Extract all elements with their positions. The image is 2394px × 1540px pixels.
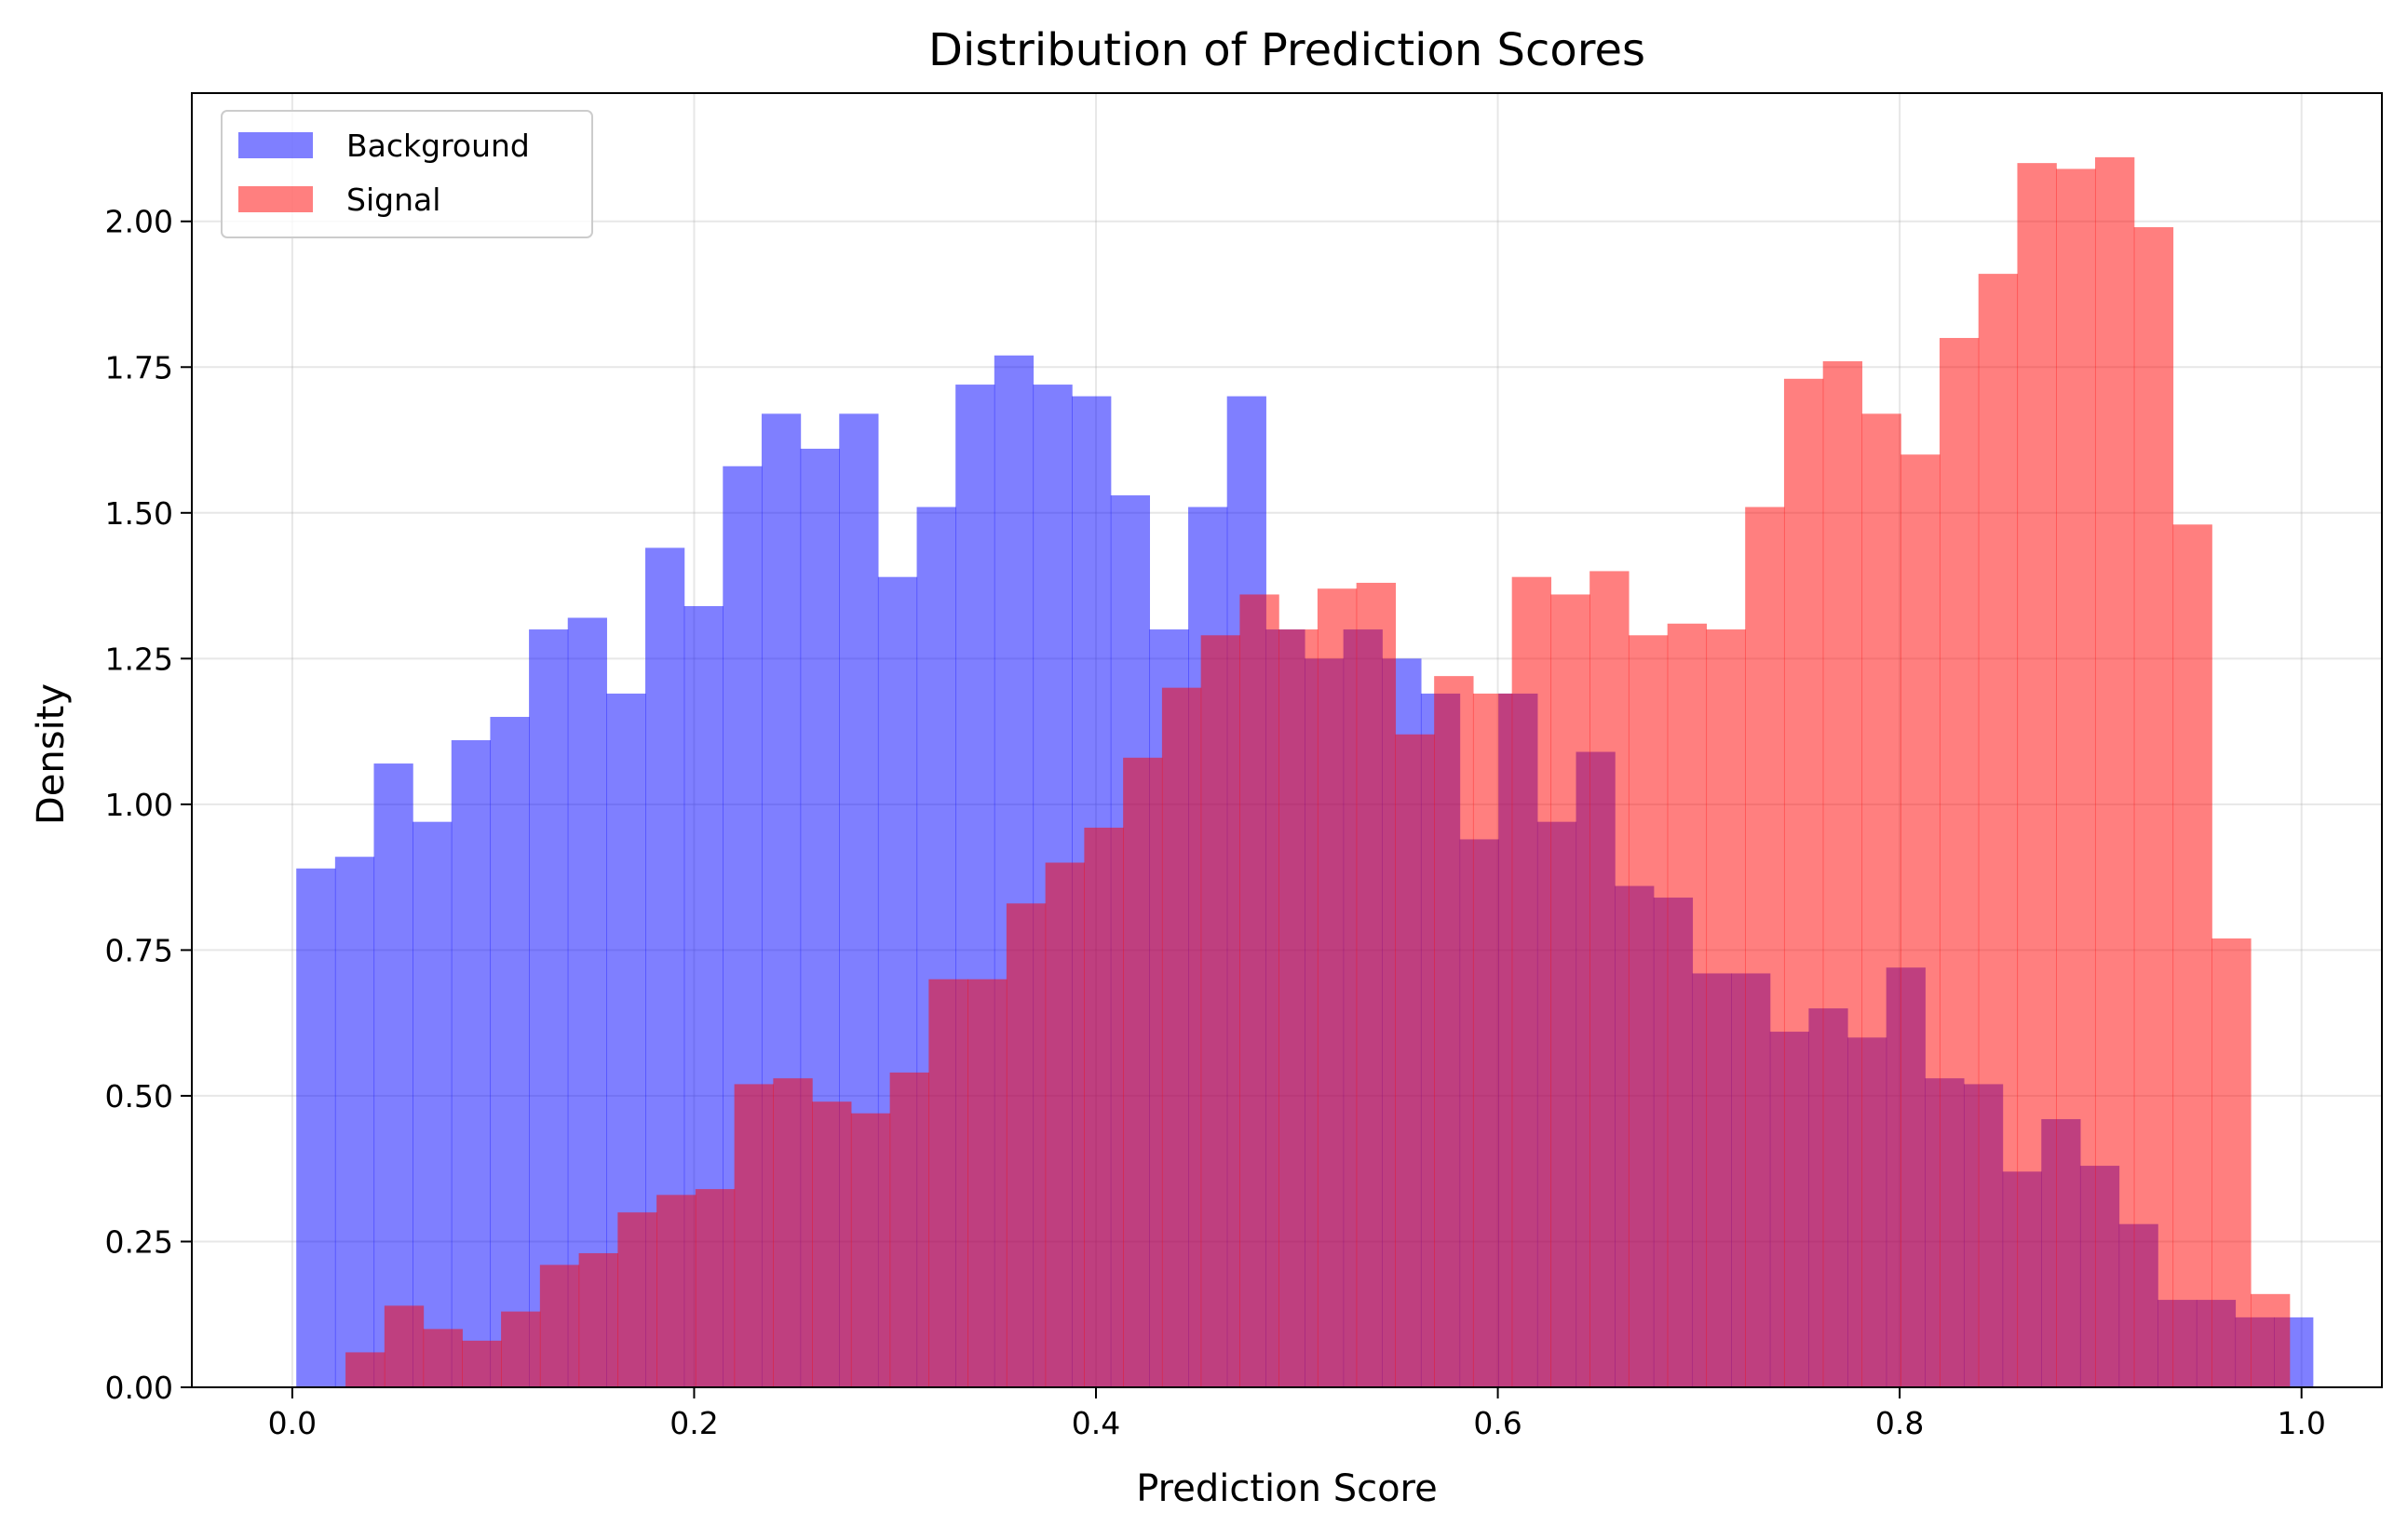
signal-bar-30 [1511,576,1552,1387]
y-tick-label-5: 1.25 [105,641,173,677]
legend-frame [221,110,593,238]
signal-bar-17 [1006,903,1047,1387]
x-tick-label-5: 1.0 [2277,1405,2325,1441]
signal-bar-35 [1706,629,1746,1387]
signal-bar-16 [967,979,1008,1387]
signal-bar-7 [617,1212,657,1387]
y-tick-label-6: 1.50 [105,495,173,532]
signal-bar-39 [1861,413,1901,1387]
y-tick-label-1: 0.25 [105,1223,173,1260]
signal-bar-3 [462,1340,502,1387]
signal-bar-20 [1123,757,1163,1387]
signal-bar-8 [656,1195,697,1387]
background-bar-5 [490,716,530,1387]
signal-bar-0 [345,1352,385,1387]
signal-bar-42 [1978,274,2019,1387]
signal-bar-10 [734,1084,774,1387]
y-tick-label-2: 0.50 [105,1078,173,1114]
background-bar-1 [334,857,375,1387]
signal-bar-33 [1628,635,1669,1387]
histogram-bars [296,156,2314,1388]
x-tick-label-2: 0.4 [1072,1405,1120,1441]
signal-bar-48 [2211,938,2252,1387]
signal-bar-6 [578,1252,618,1387]
signal-bar-29 [1472,693,1513,1387]
y-axis-ticks: 0.00 0.25 0.50 0.75 1.00 1.25 1.50 1.75 2.00 [105,204,192,1406]
signal-bar-13 [850,1113,891,1387]
signal-bar-15 [928,979,968,1387]
signal-bar-36 [1745,507,1785,1387]
signal-bar-12 [812,1101,852,1387]
signal-bar-46 [2133,227,2174,1387]
background-bar-2 [373,763,413,1387]
signal-bar-24 [1278,629,1319,1387]
signal-bar-44 [2056,169,2096,1388]
background-bar-4 [451,740,492,1387]
legend: Background Signal [221,110,593,238]
signal-bar-23 [1239,594,1279,1387]
signal-bar-38 [1822,361,1863,1387]
background-bar-3 [413,821,453,1387]
signal-bar-11 [773,1078,813,1387]
signal-bar-26 [1356,582,1397,1387]
signal-bar-1 [384,1305,425,1387]
y-tick-label-4: 1.00 [105,787,173,823]
series-signal [345,156,2291,1388]
background-bar-6 [529,629,569,1387]
legend-label-signal: Signal [346,182,440,218]
x-tick-label-1: 0.2 [670,1405,718,1441]
x-axis-ticks: 0.0 0.2 0.4 0.6 0.8 1.0 [268,1387,2326,1441]
y-tick-label-8: 2.00 [105,204,173,240]
signal-bar-19 [1084,827,1124,1387]
plot-frame [191,92,2383,1388]
x-tick-label-0: 0.0 [268,1405,317,1441]
signal-bar-25 [1317,588,1358,1387]
signal-bar-2 [423,1329,463,1387]
x-axis-title: Prediction Score [1136,1467,1437,1510]
signal-bar-41 [1939,337,1980,1388]
signal-bar-9 [695,1189,736,1387]
signal-bar-21 [1161,687,1202,1387]
y-tick-label-7: 1.75 [105,349,173,385]
chart-title: Distribution of Prediction Scores [928,24,1645,76]
y-tick-label-3: 0.75 [105,932,173,968]
signal-bar-47 [2172,524,2212,1387]
background-bar-0 [296,868,336,1387]
signal-bar-31 [1550,594,1590,1387]
legend-swatch-signal [238,186,313,212]
signal-bar-18 [1045,862,1085,1387]
signal-bar-22 [1200,635,1240,1387]
x-tick-label-3: 0.6 [1473,1405,1522,1441]
signal-bar-32 [1589,571,1630,1387]
legend-label-background: Background [346,128,530,164]
signal-bar-34 [1667,623,1708,1387]
signal-bar-4 [501,1311,541,1387]
signal-bar-37 [1783,378,1824,1388]
signal-bar-45 [2094,156,2135,1387]
signal-bar-43 [2017,163,2057,1387]
legend-swatch-background [238,132,313,158]
signal-bar-14 [889,1072,929,1387]
signal-bar-49 [2250,1293,2291,1387]
signal-bar-40 [1900,454,1941,1387]
y-axis-title: Density [30,683,73,825]
signal-bar-28 [1434,676,1474,1387]
x-tick-label-4: 0.8 [1875,1405,1924,1441]
y-tick-label-0: 0.00 [105,1370,173,1406]
signal-bar-5 [539,1264,580,1387]
signal-bar-27 [1395,734,1435,1387]
